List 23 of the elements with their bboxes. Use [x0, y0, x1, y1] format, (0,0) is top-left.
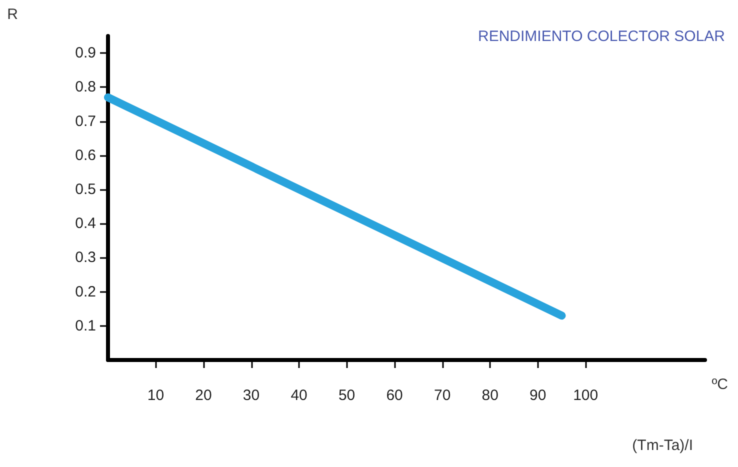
x-tick-label: 30 [242, 387, 260, 404]
y-tick-label: 0.8 [75, 78, 96, 96]
y-tick-label: 0.6 [75, 146, 96, 164]
y-tick-label: 0.7 [75, 112, 96, 130]
x-tick-label: 60 [386, 387, 403, 404]
x-tick-label: 10 [147, 387, 164, 404]
x-tick-label: 20 [195, 387, 212, 404]
x-axis-title: (Tm-Ta)/I [632, 437, 693, 454]
y-tick-label: 0.4 [75, 215, 96, 232]
x-tick-label: 80 [482, 387, 498, 404]
x-tick-label: 90 [529, 387, 546, 404]
chart-title: RENDIMIENTO COLECTOR SOLAR [478, 28, 726, 45]
x-tick-label: 70 [434, 387, 451, 404]
y-tick-label: 0.1 [75, 317, 96, 334]
y-tick-label: 0.3 [75, 249, 96, 266]
x-tick-label: 40 [290, 387, 308, 404]
text: ºC [712, 376, 728, 393]
y-tick-label: 0.2 [75, 283, 96, 300]
x-tick-label: 50 [338, 387, 356, 404]
x-tick-label: 100 [573, 387, 598, 404]
y-tick-label: 0.9 [75, 44, 96, 62]
y-tick-label: 0.5 [75, 180, 96, 198]
y-axis-title: R [7, 6, 18, 23]
